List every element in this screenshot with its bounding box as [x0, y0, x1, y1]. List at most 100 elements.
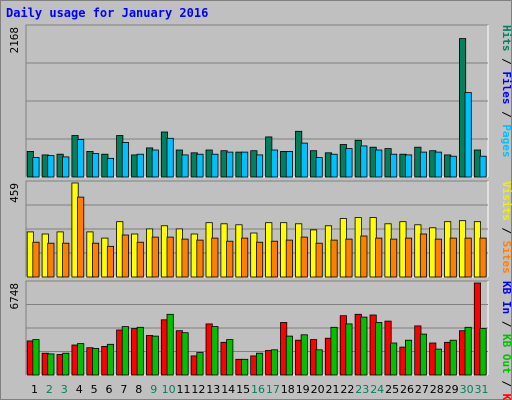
right-axis-legend: Hits / Files / Pages: [500, 25, 512, 158]
x-tick-label: 8: [135, 383, 142, 396]
bar-files-day-6: [106, 157, 115, 178]
legend-separator: /: [500, 221, 512, 241]
bar-kb-out-day-23: [360, 316, 368, 376]
bar-files-day-30: [464, 92, 472, 178]
bar-files-day-19: [300, 142, 308, 178]
bar-kb-out-day-29: [449, 339, 457, 376]
bar-files-day-14: [226, 151, 234, 178]
x-tick-label: 6: [106, 383, 113, 396]
x-tick-label: 27: [415, 383, 429, 396]
bar-kb-out-day-3: [62, 352, 70, 376]
legend-sites: Sites: [500, 241, 512, 274]
bar-sites-day-1: [32, 241, 40, 278]
y-max-label: 459: [8, 183, 21, 203]
y-max-label: 2168: [8, 27, 21, 54]
bar-sites-day-25: [390, 238, 398, 278]
bar-files-day-27: [419, 151, 427, 178]
bar-kb-out-day-4: [77, 343, 85, 376]
legend-separator: /: [500, 105, 512, 125]
bar-files-day-26: [404, 154, 413, 178]
bar-files-day-11: [181, 154, 189, 178]
bar-files-day-1: [32, 157, 40, 178]
bar-files-day-5: [92, 153, 100, 178]
bar-files-day-18: [285, 150, 293, 178]
bar-files-day-8: [136, 153, 144, 178]
legend-separator: /: [500, 52, 512, 72]
legend-separator: /: [500, 374, 512, 394]
x-tick-label: 7: [120, 383, 127, 396]
bar-files-day-4: [77, 139, 85, 178]
x-tick-label: 15: [236, 383, 250, 396]
x-tick-label: 11: [177, 383, 191, 396]
bar-files-day-25: [390, 153, 398, 178]
y-max-label: 6748: [8, 283, 21, 310]
bar-sites-day-7: [121, 234, 129, 278]
x-tick-label: 5: [91, 383, 98, 396]
bar-files-day-22: [345, 148, 353, 178]
bar-sites-day-13: [211, 237, 219, 278]
bar-kb-out-day-12: [196, 352, 204, 376]
chart-panel-1: 2168 Hits / Files / Pages: [8, 24, 512, 178]
bar-files-day-7: [121, 141, 129, 178]
bar-kb-out-day-22: [345, 323, 353, 376]
x-tick-label: 12: [191, 383, 205, 396]
bar-kb-out-day-17: [270, 349, 278, 376]
bar-sites-day-10: [166, 236, 174, 278]
bar-sites-day-31: [479, 237, 487, 278]
x-tick-label: 18: [281, 383, 295, 396]
bar-kb-out-day-27: [419, 333, 427, 376]
bar-kb-out-day-11: [181, 332, 189, 376]
bar-sites-day-29: [449, 237, 457, 278]
x-tick-label: 9: [150, 383, 157, 396]
bar-kb-out-day-1: [32, 339, 40, 376]
bar-sites-day-12: [196, 239, 204, 278]
bar-kb-out-day-6: [106, 343, 115, 376]
x-tick-label: 30: [460, 383, 474, 396]
bar-sites-day-4: [77, 196, 85, 278]
legend-hits: Hits: [500, 25, 512, 52]
bar-kb-out-day-8: [136, 326, 144, 376]
bar-files-day-29: [449, 155, 457, 178]
bar-kb-out-day-20: [315, 349, 323, 376]
bar-sites-day-5: [92, 242, 100, 278]
x-tick-label: 3: [61, 383, 68, 396]
bar-sites-day-14: [226, 240, 234, 278]
legend-kb-f: KB F: [500, 394, 512, 400]
bar-files-day-28: [434, 151, 442, 178]
bar-kb-out-day-31: [479, 328, 487, 376]
x-tick-label: 1: [31, 383, 38, 396]
x-tick-label: 2: [46, 383, 53, 396]
bar-kb-out-day-16: [255, 352, 264, 376]
bar-files-day-24: [375, 149, 383, 178]
bar-sites-day-11: [181, 238, 189, 278]
bar-sites-day-18: [285, 239, 293, 278]
bar-files-day-12: [196, 153, 204, 178]
bar-kb-out-day-2: [47, 353, 55, 376]
bar-sites-day-16: [255, 241, 264, 278]
x-tick-label: 19: [296, 383, 310, 396]
legend-visits: Visits: [500, 181, 512, 221]
x-tick-label: 14: [221, 383, 235, 396]
bar-kb-out-day-9: [151, 335, 159, 376]
chart-panel-2: 459 Visits / Sites: [8, 180, 512, 278]
legend-kb-out: KB Out: [500, 334, 512, 374]
bar-kb-out-day-10: [166, 313, 174, 376]
bar-sites-day-2: [47, 242, 55, 278]
x-tick-label: 28: [430, 383, 444, 396]
chart-title: Daily usage for January 2016: [6, 6, 208, 20]
bar-kb-out-day-5: [92, 347, 100, 376]
bar-files-day-21: [330, 153, 338, 178]
bar-files-day-3: [62, 156, 70, 178]
x-tick-label: 10: [162, 383, 176, 396]
bar-kb-out-day-26: [404, 339, 413, 376]
x-tick-label: 31: [475, 383, 489, 396]
x-tick-label: 16: [251, 383, 265, 396]
bar-sites-day-9: [151, 236, 159, 278]
legend-separator: /: [500, 314, 512, 334]
x-tick-label: 29: [445, 383, 459, 396]
bar-files-day-9: [151, 149, 159, 178]
bar-kb-out-day-21: [330, 326, 338, 376]
